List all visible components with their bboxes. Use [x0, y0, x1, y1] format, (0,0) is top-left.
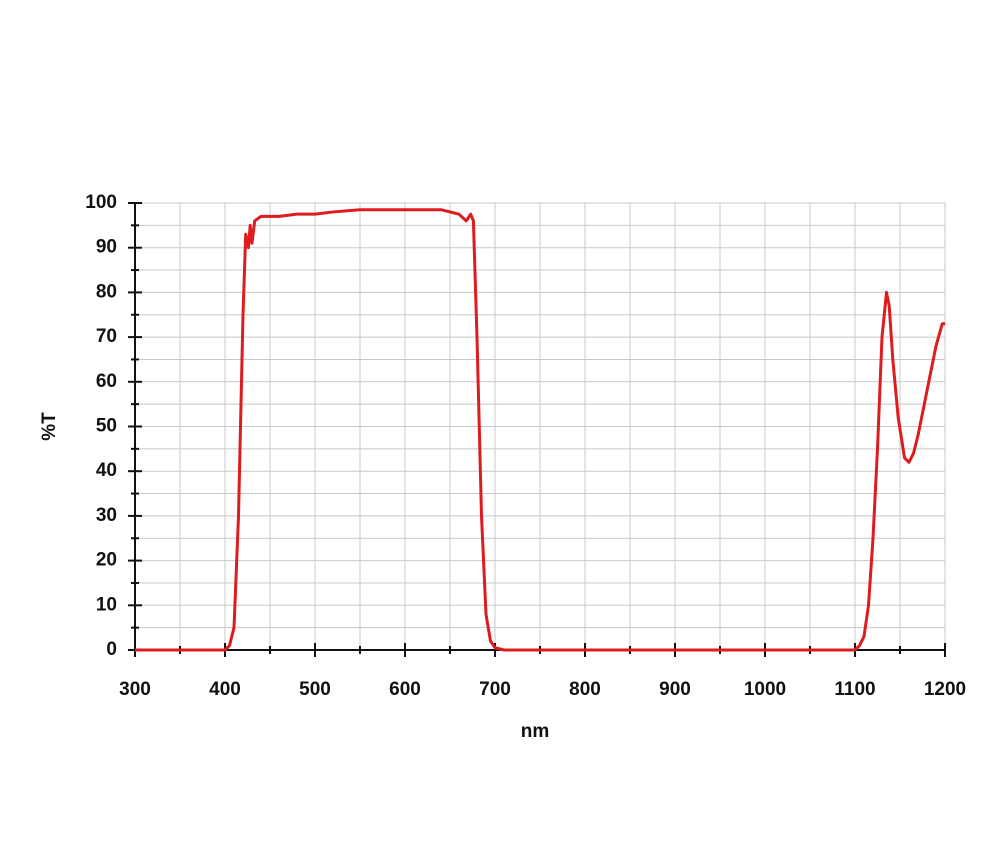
y-tick-label: 90 [96, 237, 117, 258]
x-tick-label: 1000 [744, 679, 786, 700]
x-tick-label: 900 [659, 679, 691, 700]
y-tick-label: 30 [96, 505, 117, 526]
y-axis-label: %T [39, 412, 60, 441]
y-tick-label: 50 [96, 416, 117, 437]
y-tick-label: 10 [96, 594, 117, 615]
x-tick-label: 800 [569, 679, 601, 700]
x-tick-label: 300 [119, 679, 151, 700]
x-axis-label: nm [521, 721, 550, 742]
x-tick-label: 1200 [924, 679, 966, 700]
x-tick-label: 1100 [834, 679, 875, 700]
y-tick-label: 70 [96, 326, 117, 347]
data-line [135, 208, 945, 652]
y-tick-label: 20 [96, 550, 117, 571]
y-tick-label: 40 [96, 460, 117, 481]
x-tick-label: 400 [209, 679, 241, 700]
y-tick-label: 60 [96, 371, 117, 392]
y-tick-label: 100 [85, 192, 117, 213]
x-tick-label: 700 [479, 679, 511, 700]
y-tick-label: 80 [96, 281, 117, 302]
x-tick-label: 600 [389, 679, 421, 700]
y-tick-label: 0 [106, 639, 117, 660]
x-tick-label: 500 [299, 679, 331, 700]
